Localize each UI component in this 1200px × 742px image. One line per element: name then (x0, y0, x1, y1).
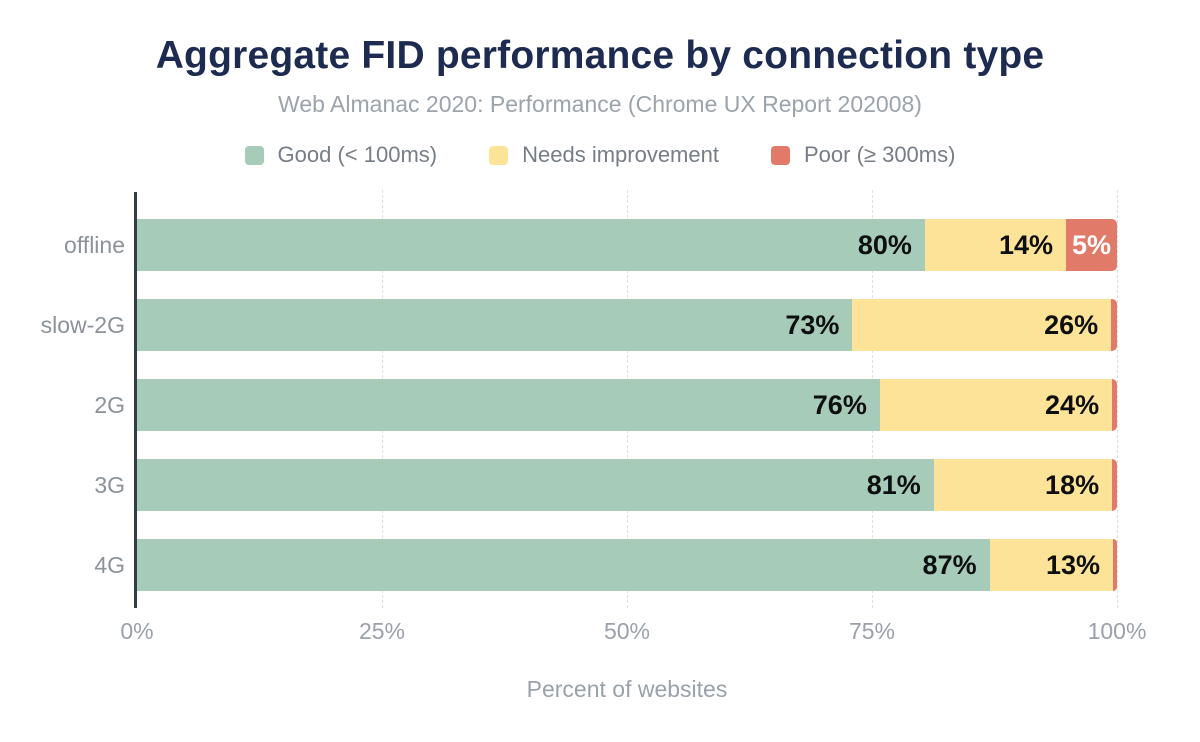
bar-segment-needs-improvement[interactable]: 13% (989, 539, 1114, 591)
gridline (1117, 190, 1118, 608)
bar-segment-needs-improvement[interactable]: 18% (933, 459, 1113, 511)
legend-item: Poor (≥ 300ms) (770, 142, 956, 168)
bar-segment-needs-improvement[interactable]: 14% (924, 219, 1067, 271)
bar-segment-good[interactable]: 81% (137, 459, 934, 511)
bar-segment-poor[interactable]: 5% (1066, 219, 1117, 271)
legend-item: Good (< 100ms) (244, 142, 438, 168)
legend-item: Needs improvement (489, 142, 719, 168)
bar-segment-good[interactable]: 87% (137, 539, 990, 591)
bar-row-2G: 76% 24% (137, 379, 1117, 431)
x-tick-label: 75% (848, 618, 896, 644)
bar-value-label: 13% (1046, 549, 1101, 580)
bar-row-4G: 87% 13% (137, 539, 1117, 591)
bar-value-label: 14% (998, 229, 1054, 260)
category-label: slow-2G (40, 312, 125, 338)
legend: Good (< 100ms) Needs improvement Poor (≥ 3… (0, 142, 1200, 168)
legend-label: Needs improvement (522, 142, 719, 167)
bar-value-label: 80% (857, 229, 912, 260)
legend-swatch-icon (770, 145, 790, 165)
legend-swatch-icon (489, 145, 509, 165)
bar-value-label: 18% (1045, 469, 1100, 500)
x-tick-label: 0% (120, 618, 154, 644)
category-label: 3G (94, 472, 125, 498)
bar-value-label: 24% (1045, 389, 1100, 420)
x-tick-label: 50% (603, 618, 651, 644)
x-tick-label: 100% (1087, 618, 1147, 644)
bar-segment-good[interactable]: 76% (137, 379, 880, 431)
bar-segment-needs-improvement[interactable]: 24% (879, 379, 1113, 431)
legend-label: Good (< 100ms) (277, 142, 438, 167)
bar-segment-poor[interactable] (1112, 459, 1117, 511)
bar-segment-poor[interactable] (1111, 299, 1117, 351)
bar-value-label: 76% (812, 389, 867, 420)
bar-segment-good[interactable]: 73% (137, 299, 853, 351)
bar-segment-poor[interactable] (1112, 379, 1117, 431)
bar-segment-good[interactable]: 80% (137, 219, 925, 271)
chart-subtitle: Web Almanac 2020: Performance (Chrome UX… (278, 91, 922, 117)
bar-value-label: 87% (922, 549, 977, 580)
bar-value-label: 26% (1044, 309, 1099, 340)
bar-value-label: 5% (1071, 229, 1111, 260)
chart-title: Aggregate FID performance by connection … (155, 34, 1045, 77)
bar-segment-needs-improvement[interactable]: 26% (852, 299, 1112, 351)
category-label: offline (64, 232, 125, 258)
legend-swatch-icon (244, 145, 264, 165)
bar-row-slow-2G: 73% 26% (137, 299, 1117, 351)
category-label: 2G (94, 392, 125, 418)
plot-area: 80% 14% 5% 73% 26% 76% 24% 81% 18% 87% 13% offline… (41, 190, 1146, 644)
y-axis-line (134, 192, 137, 608)
bar-segment-poor[interactable] (1113, 539, 1117, 591)
legend-label: Poor (≥ 300ms) (803, 142, 956, 167)
bar-value-label: 81% (866, 469, 921, 500)
x-tick-label: 25% (358, 618, 406, 644)
bar-row-offline: 80% 14% 5% (137, 219, 1117, 271)
bar-value-label: 73% (785, 309, 840, 340)
bar-row-3G: 81% 18% (137, 459, 1117, 511)
x-axis-title: Percent of websites (526, 676, 728, 702)
category-label: 4G (94, 552, 125, 578)
